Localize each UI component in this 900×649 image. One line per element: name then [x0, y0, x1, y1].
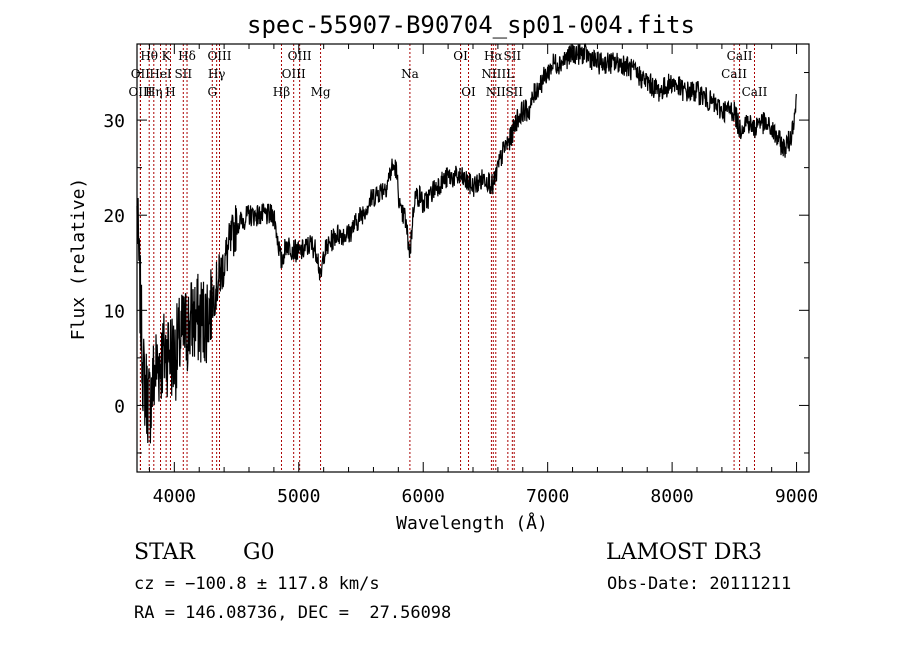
line-marker-label: OII — [131, 67, 151, 81]
y-axis-label: Flux (relative) — [68, 178, 89, 341]
line-marker-label: OIII — [207, 49, 231, 63]
line-marker-label: Na — [401, 67, 419, 81]
y-axis-ticks: 0 10 20 30 — [103, 72, 809, 454]
line-marker-label: CaII — [727, 49, 753, 63]
line-marker-label: IL — [501, 67, 514, 81]
line-marker-label: Hδ — [178, 49, 196, 63]
line-marker-label: OIII — [128, 85, 152, 99]
survey-name: LAMOST DR3 — [606, 540, 762, 565]
x-axis-ticks: 4000 5000 6000 7000 8000 9000 — [148, 44, 818, 507]
line-marker-label: Hθ — [140, 49, 158, 63]
line-marker-label: CaII — [721, 67, 747, 81]
line-marker-label: G — [207, 85, 217, 99]
x-axis-label: Wavelength (Å) — [396, 512, 548, 534]
line-marker-label: NII — [486, 85, 506, 99]
line-marker-label: Hα — [484, 49, 503, 63]
line-marker-label: SII — [503, 49, 521, 63]
x-tick-label: 6000 — [402, 486, 445, 507]
line-marker-label: Hη — [145, 85, 163, 99]
x-tick-label: 9000 — [775, 486, 818, 507]
coordinates: RA = 146.08736, DEC = 27.56098 — [134, 603, 452, 623]
line-marker-label: SII — [174, 67, 192, 81]
line-marker-label: SII — [505, 85, 523, 99]
line-marker-label: OIII — [282, 67, 306, 81]
chart-title: spec-55907-B90704_sp01-004.fits — [247, 11, 695, 39]
spectrum-line — [136, 43, 797, 444]
line-marker-label: CaII — [742, 85, 768, 99]
redshift-cz: cz = −100.8 ± 117.8 km/s — [134, 574, 380, 594]
x-tick-label: 5000 — [277, 486, 320, 507]
y-tick-label: 0 — [114, 396, 125, 417]
line-marker-label: OI — [461, 85, 476, 99]
line-marker-label: NII — [481, 67, 501, 81]
spectrum-chart: spec-55907-B90704_sp01-004.fits HθOIIOII… — [68, 11, 818, 534]
line-marker-label: K — [162, 49, 172, 63]
line-marker-label: HeI — [149, 67, 172, 81]
object-subclass: G0 — [243, 540, 275, 565]
line-marker-label: Hβ — [273, 85, 290, 99]
y-tick-label: 30 — [103, 111, 125, 132]
y-tick-label: 10 — [103, 301, 125, 322]
line-markers — [139, 44, 755, 472]
line-marker-label: H — [165, 85, 175, 99]
x-tick-label: 4000 — [153, 486, 196, 507]
x-tick-label: 8000 — [650, 486, 693, 507]
y-tick-label: 20 — [103, 206, 125, 227]
line-marker-label: OIII — [288, 49, 312, 63]
line-marker-label: Hγ — [208, 67, 226, 81]
object-class: STAR — [134, 540, 195, 565]
line-marker-label: Mg — [311, 85, 331, 99]
obs-date: Obs-Date: 20111211 — [607, 574, 792, 594]
line-marker-labels: Hθ OII OIII K HeI Hη H SII Hδ OIII Hγ G OIII OIII Hβ Mg… — [128, 49, 767, 99]
x-tick-label: 7000 — [526, 486, 569, 507]
line-marker-label: OI — [453, 49, 468, 63]
